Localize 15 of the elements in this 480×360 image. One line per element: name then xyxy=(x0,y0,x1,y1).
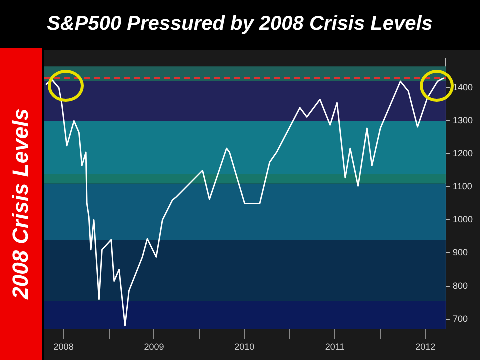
x-tick-label: 2008 xyxy=(54,342,74,352)
y-tick-label: 1000 xyxy=(452,214,474,225)
y-tick-label: 900 xyxy=(452,248,468,258)
y-tick-label: 700 xyxy=(452,314,468,324)
x-tick-label: 2011 xyxy=(325,342,345,352)
text: 2008 Crisis Levels xyxy=(8,108,34,300)
y-tick-label: 800 xyxy=(452,280,468,291)
x-tick-label: 2012 xyxy=(416,342,436,352)
x-tick-label: 2009 xyxy=(144,342,164,352)
x-tick-label: 2010 xyxy=(234,342,255,352)
chart-title: S&P500 Pressured by 2008 Crisis Levels xyxy=(0,0,480,48)
y-tick-label: 1400 xyxy=(452,82,474,93)
y-tick-label: 1100 xyxy=(452,182,472,192)
y-tick-label: 1200 xyxy=(452,148,474,159)
y-tick-label: 1300 xyxy=(452,116,474,126)
